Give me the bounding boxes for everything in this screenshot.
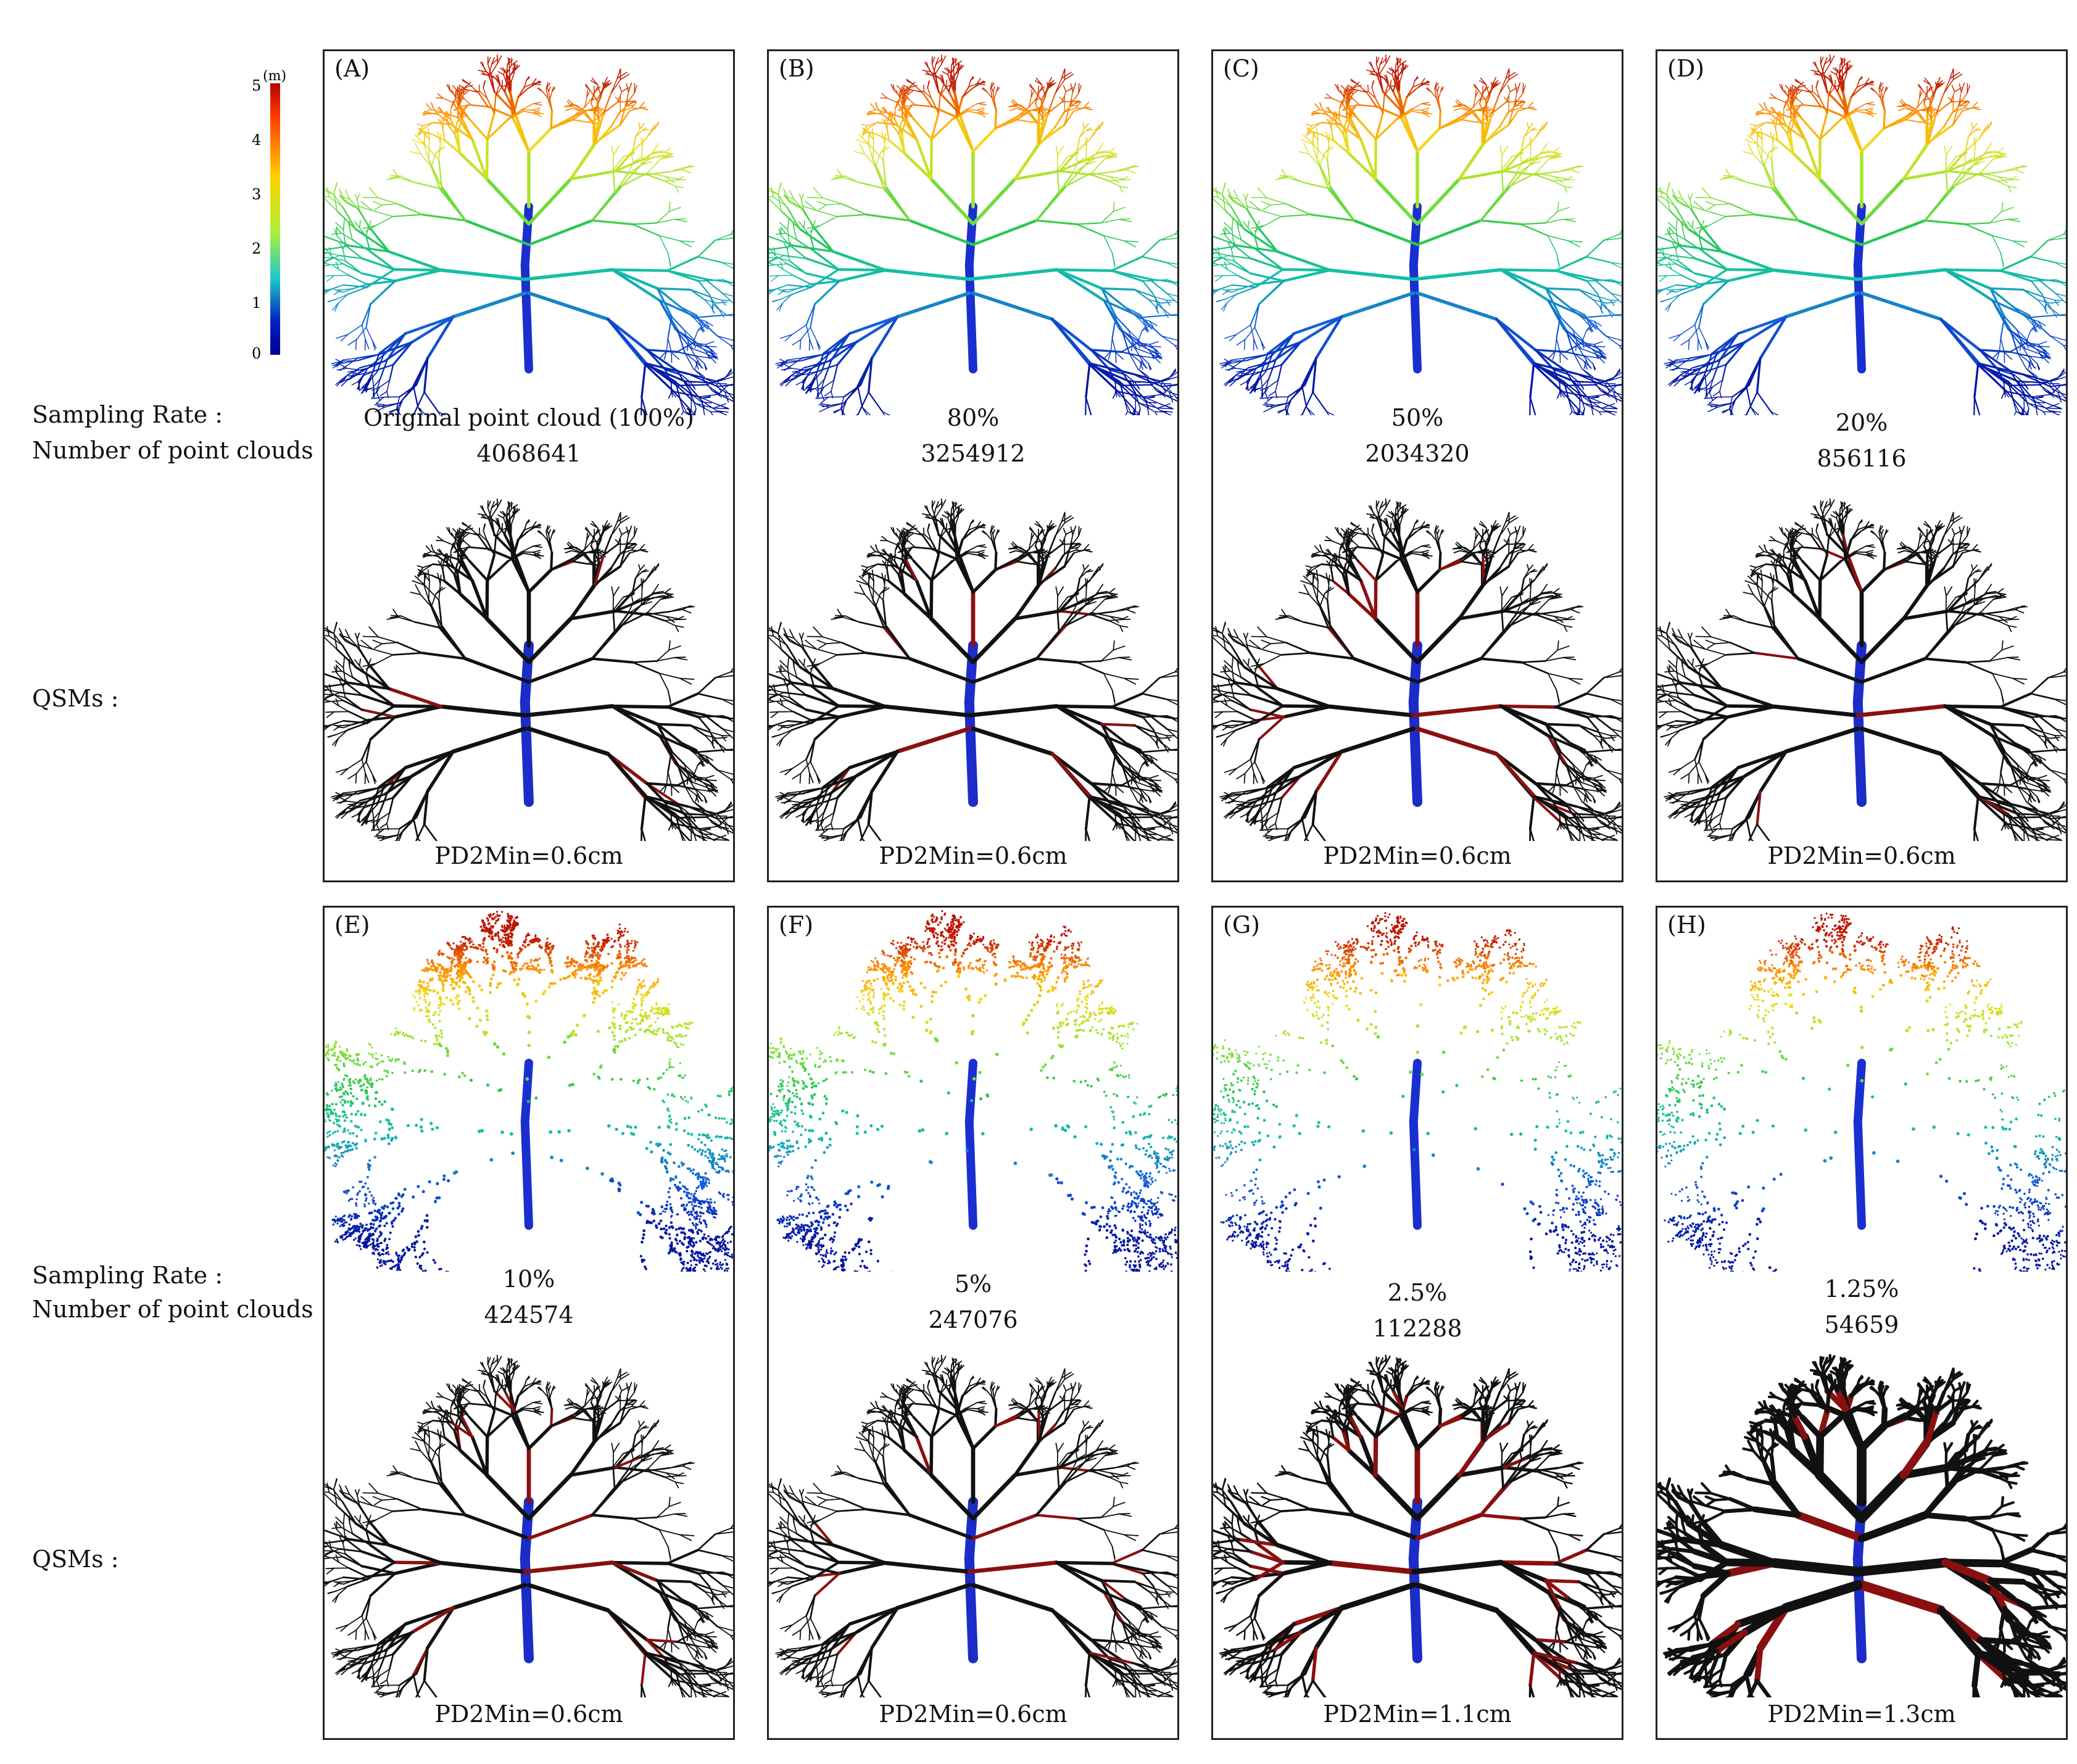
colorbar-tick: 0 (252, 345, 261, 361)
pd2min-value: PD2Min=0.6cm (1213, 842, 1622, 869)
pd2min-value: PD2Min=0.6cm (769, 1700, 1177, 1728)
qsm-model (1657, 1354, 2066, 1697)
height-colorbar: (m) 5 4 3 2 1 0 (252, 59, 326, 362)
point-count-value: 54659 (1657, 1311, 2066, 1338)
point-count-value: 2034320 (1213, 440, 1622, 467)
panel-c: (C) 50% 2034320 PD2Min=0.6cm (1211, 49, 1623, 882)
pd2min-value: PD2Min=0.6cm (769, 842, 1177, 869)
panel-f: (F) 5% 247076 PD2Min=0.6cm (767, 906, 1179, 1740)
panel-h: (H) 1.25% 54659 PD2Min=1.3cm (1656, 906, 2068, 1740)
panel-label: (G) (1223, 911, 1260, 938)
qsm-model (325, 1354, 733, 1697)
point-cloud (325, 911, 733, 1272)
colorbar-tick: 2 (252, 240, 261, 257)
point-count-value: 4068641 (325, 440, 733, 467)
sampling-rate-value: 20% (1657, 409, 2066, 436)
sampling-rate-value: Original point cloud (100%) (325, 404, 733, 431)
sampling-rate-value: 10% (325, 1265, 733, 1293)
qsm-model (1213, 1354, 1622, 1697)
panel-label: (H) (1667, 911, 1706, 938)
qsm-model (1657, 498, 2066, 841)
pd2min-value: PD2Min=1.1cm (1213, 1700, 1622, 1728)
pd2min-value: PD2Min=1.3cm (1657, 1700, 2066, 1728)
point-cloud (1213, 54, 1622, 415)
panel-label: (D) (1667, 55, 1704, 82)
point-cloud (769, 910, 1177, 1272)
sampling-rate-value: 2.5% (1213, 1279, 1622, 1306)
point-count-value: 112288 (1213, 1315, 1622, 1342)
colorbar-tick: 4 (252, 131, 261, 149)
panel-d: (D) 20% 856116 PD2Min=0.6cm (1656, 49, 2068, 882)
point-count-value: 3254912 (769, 440, 1177, 467)
sampling-rate-label: Sampling Rate : (32, 401, 223, 428)
panel-a: (A) Original point cloud (100%) 4068641 … (323, 49, 735, 882)
qsms-label: QSMs : (32, 1546, 118, 1573)
qsm-model (325, 498, 733, 841)
pd2min-value: PD2Min=0.6cm (1657, 842, 2066, 869)
pd2min-value: PD2Min=0.6cm (325, 842, 733, 869)
point-cloud (325, 54, 733, 415)
sampling-rate-value: 80% (769, 404, 1177, 431)
point-count-value: 247076 (769, 1306, 1177, 1333)
qsm-model (1213, 498, 1622, 841)
colorbar-tick: 1 (252, 294, 261, 312)
point-cloud (1213, 912, 1622, 1272)
panel-e: (E) 10% 424574 PD2Min=0.6cm (323, 906, 735, 1740)
colorbar-tick: 5 (252, 77, 261, 94)
qsm-model (769, 1354, 1177, 1697)
sampling-rate-value: 1.25% (1657, 1275, 2066, 1302)
sampling-rate-label: Sampling Rate : (32, 1262, 223, 1289)
number-points-label: Number of point clouds : (32, 437, 329, 464)
panel-label: (E) (334, 911, 370, 938)
panel-label: (B) (779, 55, 815, 82)
panel-label: (F) (779, 911, 813, 938)
panel-g: (G) 2.5% 112288 PD2Min=1.1cm (1211, 906, 1623, 1740)
panel-label: (A) (334, 55, 370, 82)
number-points-label: Number of point clouds : (32, 1296, 329, 1323)
point-cloud (1657, 912, 2066, 1272)
pd2min-value: PD2Min=0.6cm (325, 1700, 733, 1728)
panel-b: (B) 80% 3254912 PD2Min=0.6cm (767, 49, 1179, 882)
point-count-value: 856116 (1657, 445, 2066, 472)
panel-label: (C) (1223, 55, 1259, 82)
colorbar-unit: (m) (263, 68, 286, 84)
point-cloud (1657, 54, 2066, 415)
sampling-rate-value: 5% (769, 1270, 1177, 1298)
colorbar-gradient (270, 83, 280, 355)
sampling-rate-value: 50% (1213, 404, 1622, 431)
qsms-label: QSMs : (32, 685, 118, 712)
qsm-model (769, 498, 1177, 841)
point-count-value: 424574 (325, 1301, 733, 1328)
point-cloud (769, 54, 1177, 415)
colorbar-tick: 3 (252, 186, 261, 203)
